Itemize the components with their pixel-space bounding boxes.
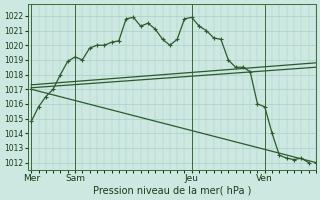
X-axis label: Pression niveau de la mer( hPa ): Pression niveau de la mer( hPa ) xyxy=(92,186,251,196)
